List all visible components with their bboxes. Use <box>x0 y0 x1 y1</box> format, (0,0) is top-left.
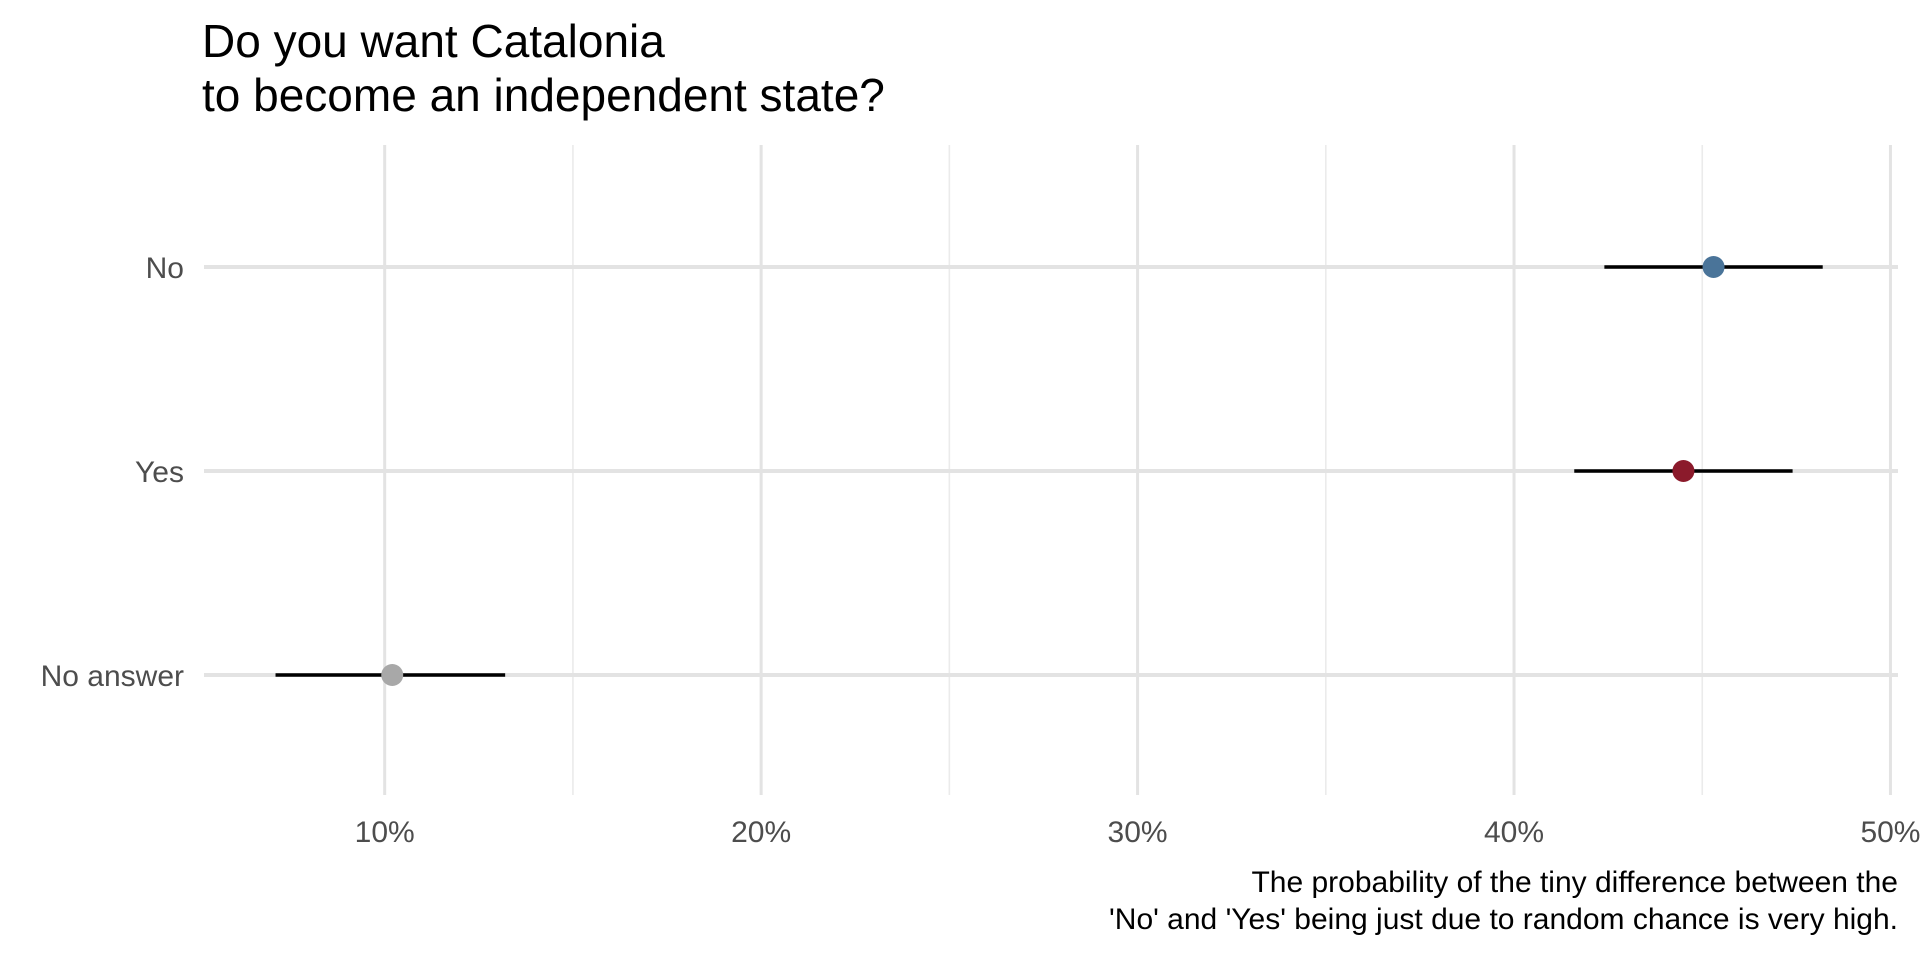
chart-title-line-2: to become an independent state? <box>202 69 885 121</box>
data-point <box>1672 460 1695 482</box>
chart-title-line-1: Do you want Catalonia <box>202 15 665 67</box>
x-tick-label: 10% <box>355 816 415 849</box>
x-tick-label: 40% <box>1484 816 1544 849</box>
x-axis-labels: 10% 20% 30% 40% 50% <box>355 816 1920 849</box>
data-points <box>381 256 1725 686</box>
chart-caption-line-2: 'No' and 'Yes' being just due to random … <box>1109 903 1898 936</box>
data-point <box>1702 256 1725 278</box>
y-tick-label: Yes <box>135 456 184 489</box>
y-tick-label: No answer <box>41 660 184 693</box>
y-tick-label: No <box>146 252 184 285</box>
x-tick-label: 20% <box>731 816 791 849</box>
chart-caption-line-1: The probability of the tiny difference b… <box>1251 866 1898 899</box>
x-tick-label: 50% <box>1860 816 1920 849</box>
x-tick-label: 30% <box>1108 816 1168 849</box>
data-point <box>381 664 404 686</box>
y-axis-labels: No Yes No answer <box>41 252 184 693</box>
